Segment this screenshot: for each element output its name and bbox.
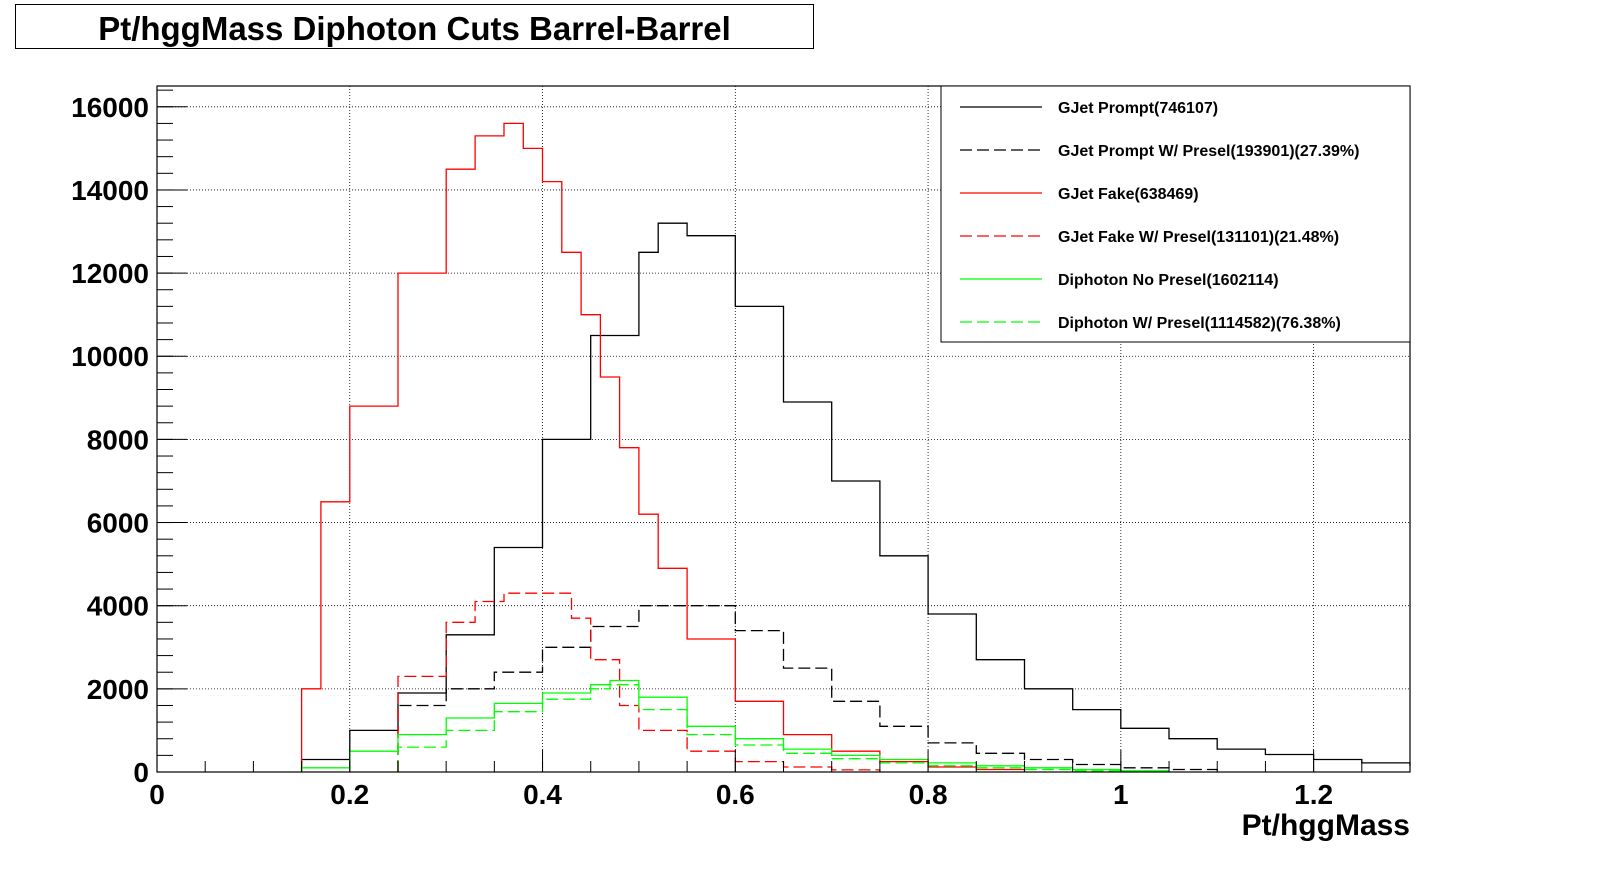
legend-label: GJet Prompt(746107): [1058, 100, 1218, 117]
x-axis-title: Pt/hggMass: [1242, 809, 1410, 842]
x-tick-label: 0.2: [330, 779, 369, 810]
legend: GJet Prompt(746107) GJet Prompt W/ Presel…: [940, 85, 1411, 343]
chart-title: Pt/hggMass Diphoton Cuts Barrel-Barrel: [98, 10, 731, 47]
data-series: [300, 122, 1411, 772]
y-tick-label: 12000: [71, 258, 149, 289]
legend-label: GJet Prompt W/ Presel(193901)(27.39%): [1058, 143, 1359, 160]
y-tick-label: 10000: [71, 341, 149, 372]
legend-label: Diphoton No Presel(1602114): [1058, 272, 1279, 289]
series-line: [300, 222, 1411, 772]
legend-label: Diphoton W/ Presel(1114582)(76.38%): [1058, 315, 1341, 332]
legend-label: GJet Fake W/ Presel(131101)(21.48%): [1058, 229, 1339, 246]
y-tick-label: 0: [133, 757, 149, 788]
x-tick-label: 0.8: [909, 779, 948, 810]
axes: 0 0.2 0.4 0.6 0.8 1 1.2 0 2000 4000 6000 8000 10000 1…: [71, 89, 1411, 810]
x-tick-label: 1: [1113, 779, 1129, 810]
series-line: [300, 122, 1026, 772]
legend-box: [940, 85, 1411, 343]
y-tick-label: 4000: [87, 591, 149, 622]
y-tick-label: 14000: [71, 175, 149, 206]
y-tick-label: 16000: [71, 92, 149, 123]
x-tick-label: 1.2: [1294, 779, 1333, 810]
title-box: Pt/hggMass Diphoton Cuts Barrel-Barrel: [15, 4, 814, 49]
y-tick-label: 6000: [87, 508, 149, 539]
y-tick-label: 8000: [87, 424, 149, 455]
legend-label: GJet Fake(638469): [1058, 186, 1199, 203]
series-line: [397, 684, 1122, 772]
series-line: [397, 605, 1218, 772]
y-tick-label: 2000: [87, 674, 149, 705]
x-tick-label: 0.4: [523, 779, 562, 810]
x-tick-label: 0.6: [716, 779, 755, 810]
x-tick-label: 0: [149, 779, 165, 810]
